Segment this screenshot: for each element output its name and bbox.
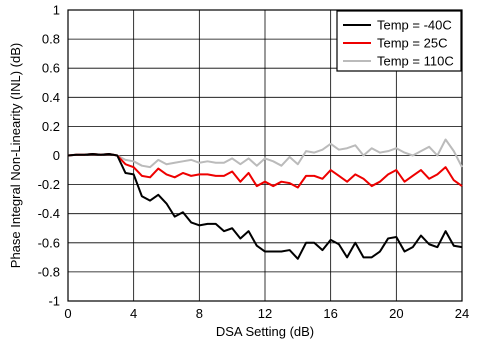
series-layer [67,138,463,260]
x-tick-label: 8 [196,306,203,321]
legend-entry-minus40: Temp = -40C [343,18,452,33]
y-tick-label: 0 [53,148,60,163]
x-tick-label: 16 [323,306,337,321]
y-tick-label: -0.6 [38,235,60,250]
y-axis-label: Phase Integral Non-Linearity (INL) (dB) [8,43,23,268]
x-tick-labels: 0 4 8 12 16 20 24 [64,306,469,321]
series-line-0 [67,153,463,260]
legend-label-110: Temp = 110C [377,54,454,69]
y-tick-label: 0.6 [42,61,60,76]
y-tick-label: 1 [53,3,60,18]
y-tick-label: -1 [48,294,60,309]
legend-entry-110: Temp = 110C [343,54,454,69]
legend-entry-25: Temp = 25C [343,36,447,51]
x-tick-label: 4 [130,306,137,321]
y-tick-label: 0.2 [42,119,60,134]
x-tick-label: 20 [389,306,403,321]
y-tick-labels: -1 -0.8 -0.6 -0.4 -0.2 0 0.2 0.4 0.6 0.8 1 [38,3,60,309]
y-tick-label: 0.4 [42,90,60,105]
x-tick-label: 12 [258,306,272,321]
legend: Temp = -40C Temp = 25C Temp = 110C [336,10,462,72]
x-axis-label: DSA Setting (dB) [216,324,314,339]
x-tick-label: 0 [64,306,71,321]
y-tick-label: 0.8 [42,32,60,47]
series-line-2 [67,138,463,169]
y-tick-label: -0.4 [38,206,60,221]
legend-label-25: Temp = 25C [377,36,447,51]
y-tick-label: -0.8 [38,264,60,279]
legend-label-minus40: Temp = -40C [377,18,452,33]
series-line-1 [67,153,463,189]
y-tick-label: -0.2 [38,177,60,192]
x-tick-label: 24 [455,306,469,321]
